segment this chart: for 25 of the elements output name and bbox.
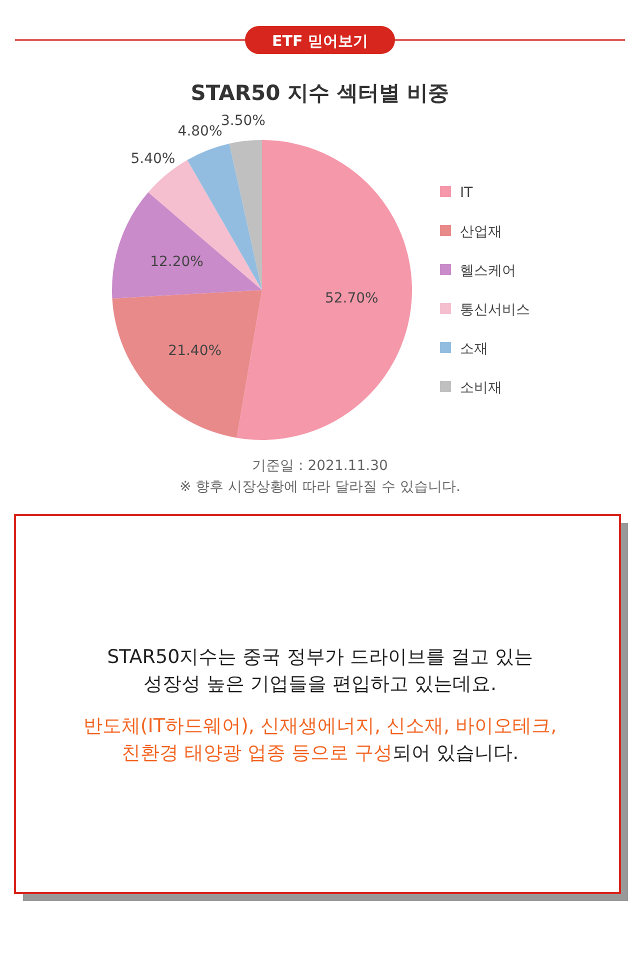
text: 반도체(IT하드웨어), 신재생에너지, 신소재, 바이오테크,	[83, 715, 557, 737]
pie-slice	[112, 192, 262, 298]
data-label: 5.40%	[130, 151, 176, 168]
data-label: 12.20%	[150, 254, 204, 270]
chart-title: STAR50 지수 섹터별 비중	[190, 81, 450, 105]
text: 친환경 태양광 업종 등으로 구성	[121, 742, 393, 764]
legend-label: IT	[460, 185, 474, 201]
legend-label: 통신서비스	[460, 302, 530, 318]
text: 기준일 : 2021.11.30	[252, 458, 388, 474]
data-label: 3.50%	[220, 113, 266, 130]
legend-label: 헬스케어	[460, 263, 516, 279]
text: STAR50지수는 중국 정부가 드라이브를 걸고 있는	[107, 646, 533, 668]
text: 되어 있습니다.	[392, 742, 519, 764]
text: ※ 향후 시장상황에 따라 달라질 수 있습니다.	[180, 479, 460, 495]
data-label: 52.70%	[324, 290, 378, 307]
legend-label: 소비재	[460, 380, 502, 396]
pie-slice	[236, 140, 412, 440]
data-label: 4.80%	[178, 124, 222, 140]
pie-slice	[229, 140, 262, 290]
legend-label: 소재	[460, 341, 488, 357]
text: 성장성 높은 기업들을 편입하고 있는데요.	[143, 673, 497, 695]
legend-label: 산업재	[460, 224, 502, 240]
chart-subtitle: ETF 믿어보기	[272, 32, 368, 50]
pie-slice	[112, 290, 262, 438]
data-label: 21.40%	[168, 342, 222, 359]
